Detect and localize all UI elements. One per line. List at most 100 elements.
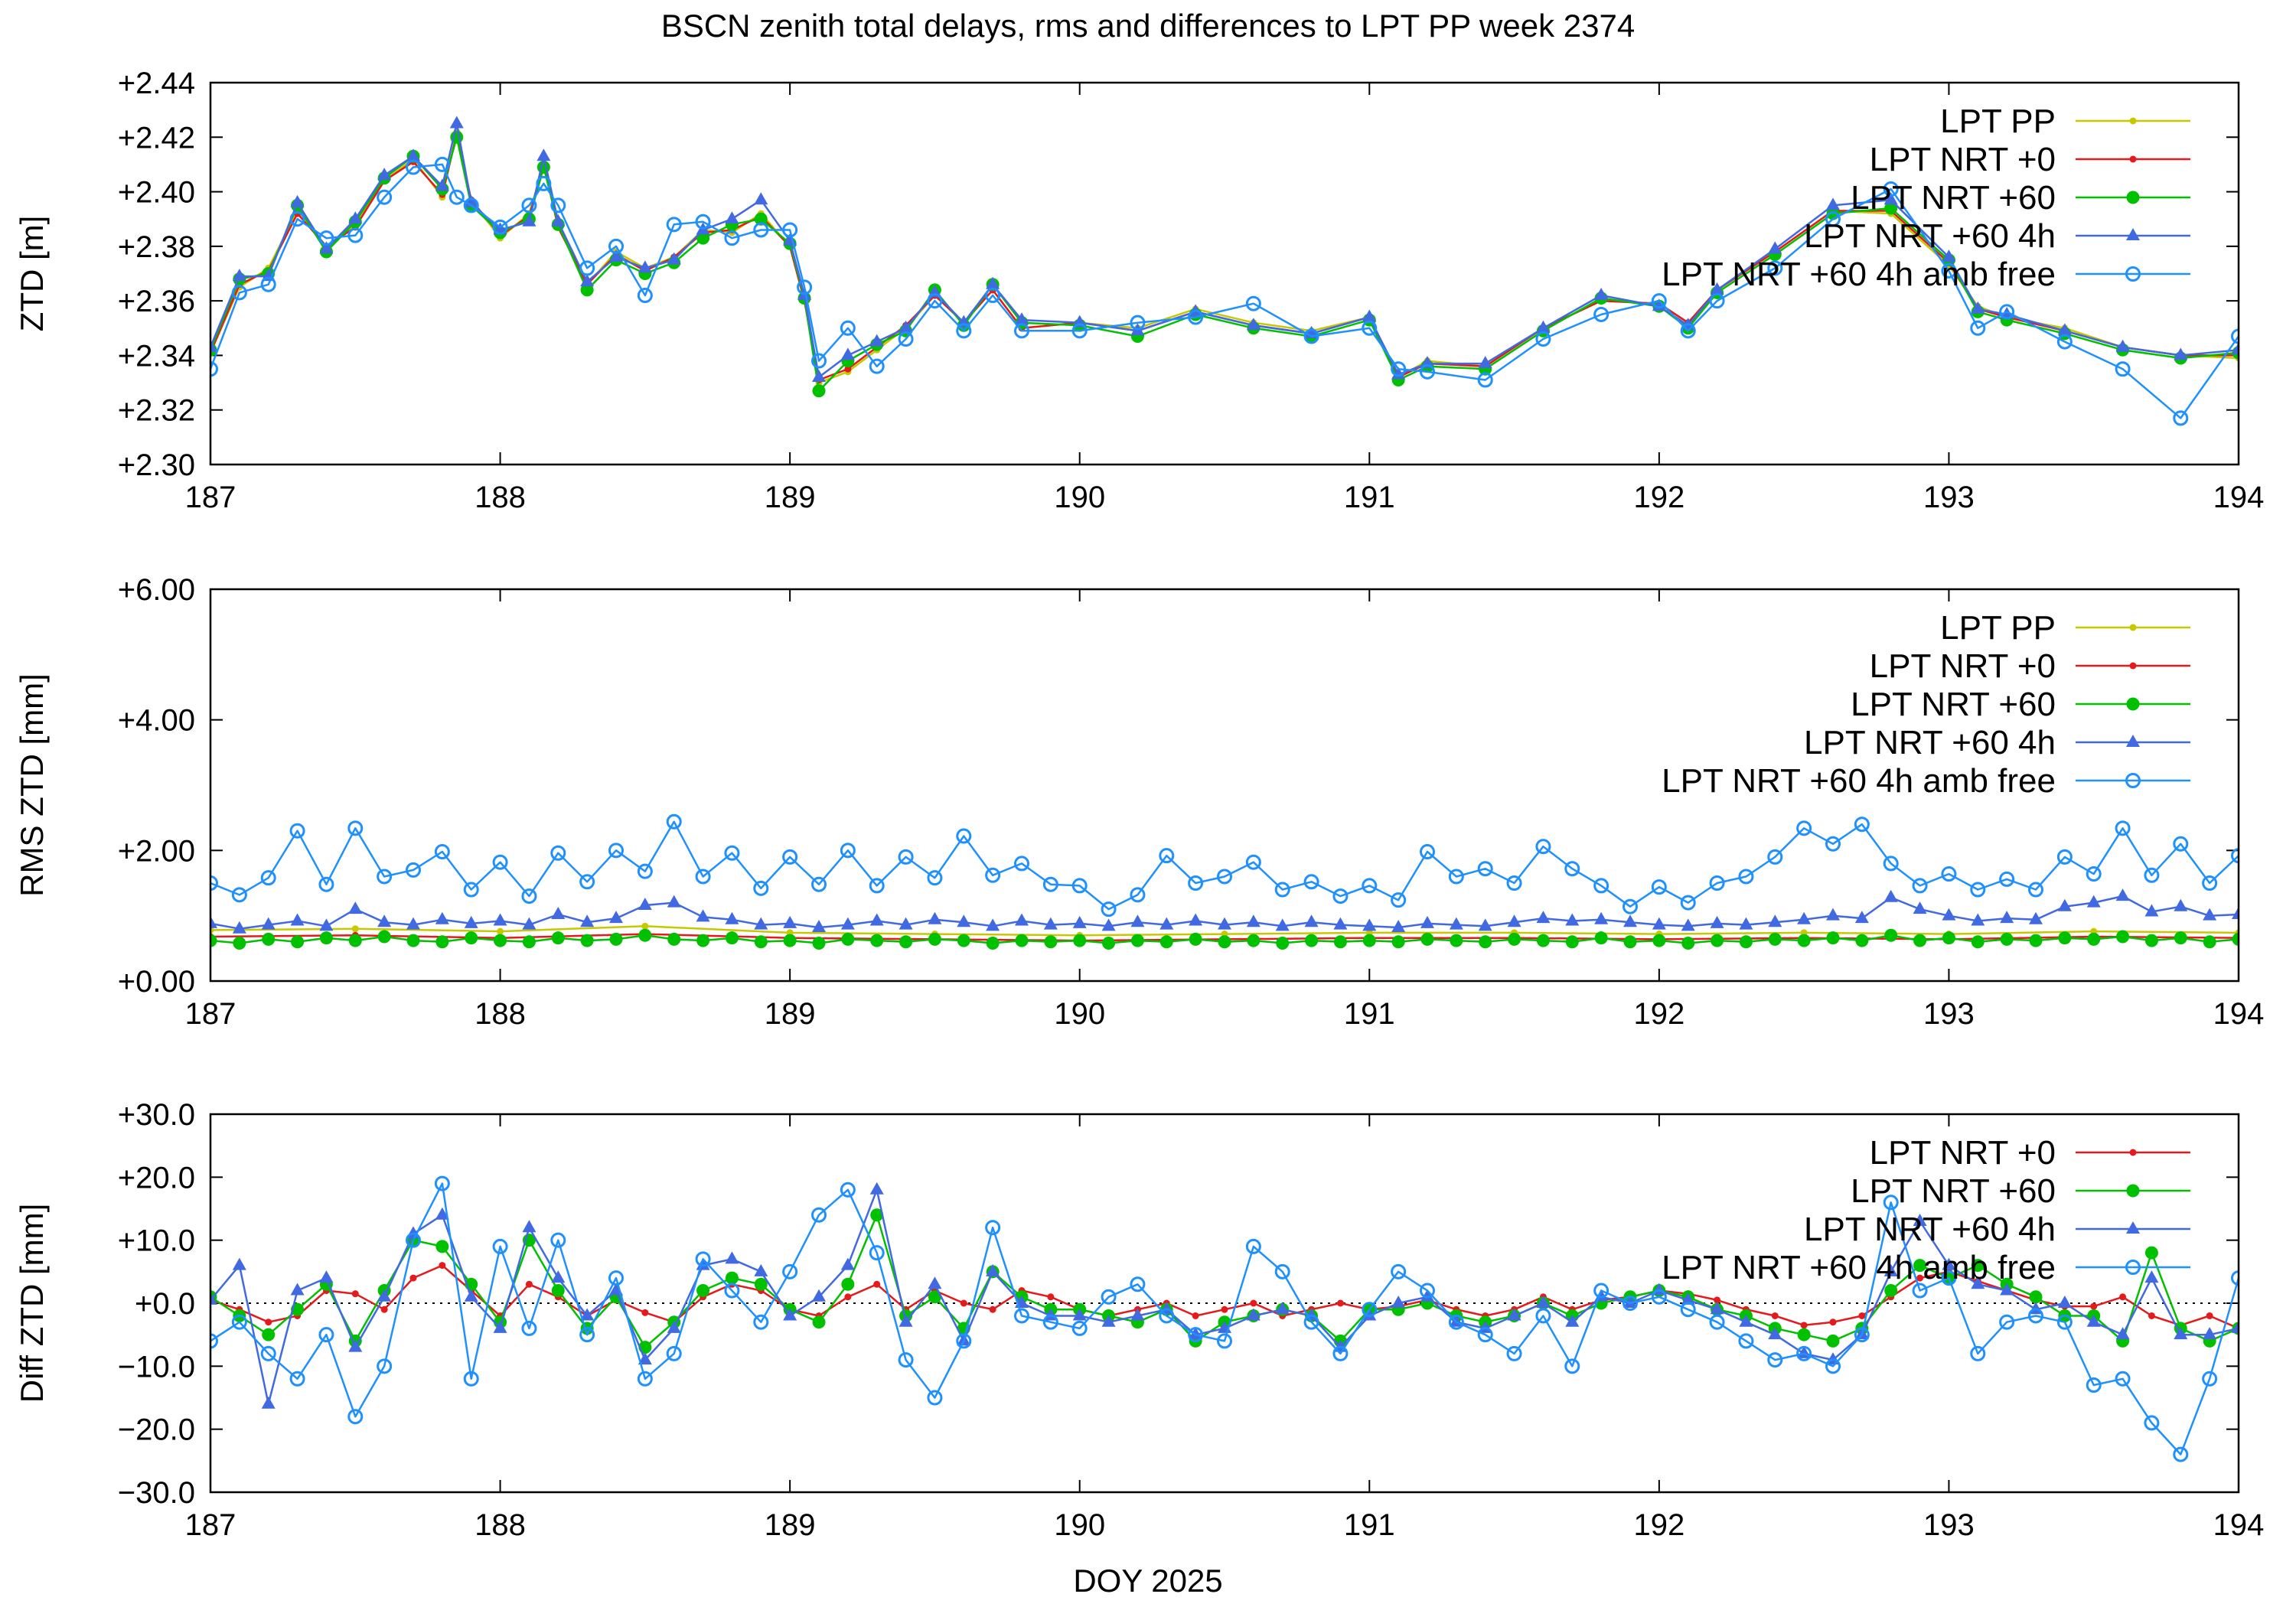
data-point bbox=[1391, 935, 1405, 949]
data-point bbox=[493, 913, 507, 926]
data-point bbox=[2028, 882, 2043, 898]
data-point bbox=[1826, 197, 1840, 210]
data-point bbox=[840, 843, 856, 859]
data-point bbox=[1883, 181, 1899, 197]
data-point bbox=[1043, 917, 1058, 930]
data-point bbox=[2231, 848, 2239, 864]
y-tick-label: +2.32 bbox=[118, 394, 195, 428]
data-point bbox=[536, 175, 552, 191]
data-point bbox=[1362, 934, 1376, 947]
data-point bbox=[492, 1238, 508, 1254]
legend-label: LPT NRT +0 bbox=[1870, 1134, 2056, 1172]
data-point bbox=[348, 211, 363, 224]
data-point bbox=[2029, 1290, 2043, 1304]
data-point bbox=[1941, 262, 1957, 279]
data-point bbox=[986, 1263, 1000, 1276]
data-point bbox=[2144, 867, 2160, 883]
data-point bbox=[1970, 882, 1986, 898]
data-point bbox=[492, 854, 508, 870]
y-tick-label: +30.0 bbox=[118, 1098, 195, 1132]
data-point bbox=[1218, 917, 1231, 930]
data-point bbox=[960, 1299, 967, 1307]
data-point bbox=[2115, 820, 2131, 836]
data-point bbox=[536, 148, 551, 161]
data-point bbox=[812, 1315, 826, 1329]
data-point bbox=[435, 1207, 449, 1220]
data-point bbox=[1507, 1308, 1521, 1321]
data-point bbox=[1535, 1308, 1551, 1324]
data-point bbox=[492, 219, 508, 235]
data-point bbox=[637, 1371, 653, 1387]
data-point bbox=[695, 869, 711, 885]
y-tick-label: +0.0 bbox=[135, 1287, 195, 1321]
data-point bbox=[1130, 887, 1146, 903]
data-point bbox=[1536, 320, 1551, 333]
data-point bbox=[1710, 1302, 1724, 1315]
legend-marker bbox=[2129, 117, 2137, 125]
data-point bbox=[2144, 1246, 2158, 1260]
data-point bbox=[1189, 913, 1203, 926]
data-point bbox=[1912, 1283, 1928, 1299]
data-point bbox=[1130, 315, 1146, 331]
legend-item: LPT NRT +0 bbox=[1870, 141, 2190, 178]
data-point bbox=[210, 1333, 218, 1349]
data-point bbox=[2086, 1314, 2101, 1327]
legend-label: LPT NRT +0 bbox=[1870, 647, 2056, 685]
data-point bbox=[2086, 895, 2101, 908]
data-point bbox=[1942, 908, 1956, 921]
data-point bbox=[2148, 1312, 2155, 1319]
data-point bbox=[2144, 1270, 2159, 1283]
data-point bbox=[434, 156, 450, 172]
data-point bbox=[1188, 309, 1204, 325]
data-point bbox=[844, 1293, 852, 1301]
data-point bbox=[1913, 1259, 1927, 1273]
legend-label: LPT NRT +60 bbox=[1851, 179, 2056, 217]
legend-label: LPT PP bbox=[1940, 103, 2056, 140]
data-point bbox=[1623, 914, 1637, 927]
data-point bbox=[754, 192, 768, 205]
data-point bbox=[580, 914, 595, 927]
data-point bbox=[1739, 935, 1753, 949]
y-tick-label: +10.0 bbox=[118, 1224, 195, 1258]
data-point bbox=[2058, 931, 2072, 945]
y-tick-label: +20.0 bbox=[118, 1161, 195, 1195]
data-point bbox=[1825, 211, 1841, 227]
data-point bbox=[580, 1308, 595, 1321]
y-tick-label: +0.00 bbox=[118, 965, 195, 999]
x-axis-title: DOY 2025 bbox=[1073, 1563, 1222, 1599]
data-point bbox=[1536, 911, 1551, 924]
data-point bbox=[1250, 1299, 1257, 1307]
data-point bbox=[1477, 1327, 1493, 1343]
data-point bbox=[1796, 1345, 1812, 1361]
x-tick-label: 187 bbox=[185, 997, 236, 1031]
x-tick-label: 189 bbox=[765, 1508, 816, 1542]
series-lpt-nrt-60 bbox=[210, 928, 2239, 950]
data-point bbox=[1593, 878, 1609, 894]
data-point bbox=[465, 931, 478, 945]
data-point bbox=[696, 231, 710, 245]
data-point bbox=[1826, 908, 1840, 921]
data-point bbox=[797, 279, 813, 295]
series-lpt-nrt-60-4h-amb-free bbox=[210, 813, 2239, 918]
data-point bbox=[2057, 898, 2072, 911]
data-point bbox=[521, 197, 537, 214]
data-point bbox=[927, 293, 943, 309]
data-point bbox=[1623, 1296, 1637, 1308]
data-point bbox=[319, 241, 334, 254]
data-point bbox=[2086, 1377, 2102, 1393]
data-point bbox=[521, 888, 537, 905]
y-tick-label: −20.0 bbox=[118, 1413, 195, 1447]
data-point bbox=[608, 238, 624, 254]
data-point bbox=[550, 197, 566, 214]
data-point bbox=[2115, 888, 2130, 901]
data-point bbox=[2116, 930, 2130, 944]
data-point bbox=[449, 116, 464, 129]
data-point bbox=[210, 934, 217, 947]
data-point bbox=[2029, 911, 2043, 924]
data-point bbox=[1450, 934, 1463, 947]
x-tick-label: 191 bbox=[1344, 997, 1395, 1031]
plot-frame bbox=[209, 1113, 2240, 1494]
data-point bbox=[957, 934, 970, 947]
data-point bbox=[2173, 1446, 2189, 1462]
data-point bbox=[1362, 320, 1378, 336]
